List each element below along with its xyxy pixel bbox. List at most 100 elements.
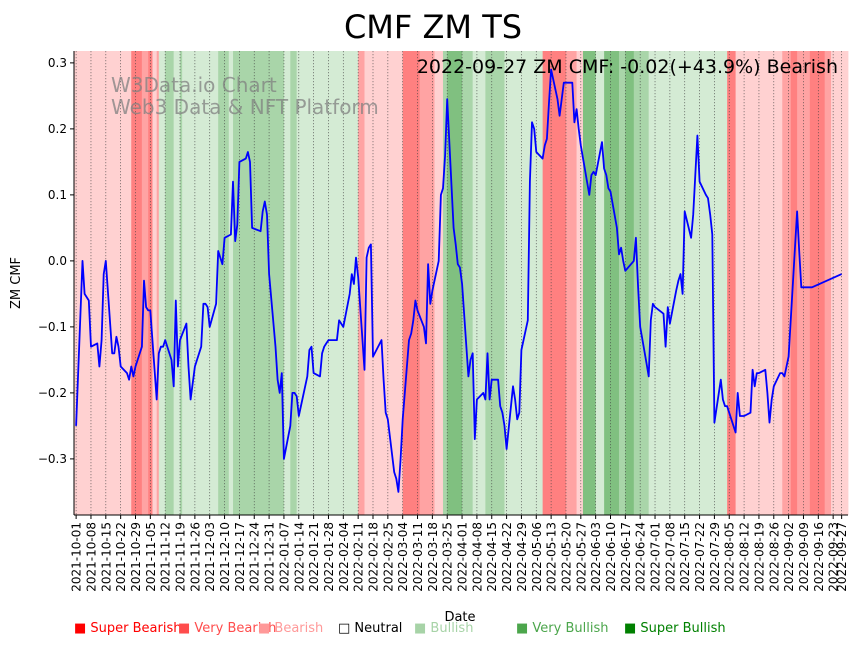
y-tick-label: −0.2 (38, 386, 67, 400)
x-tick-label: 2022-06-03 (589, 522, 603, 592)
region-very-bearish (358, 51, 365, 515)
status-annotation: 2022-09-27 ZM CMF: -0.02(+43.9%) Bearish (417, 56, 838, 78)
y-tick-label: 0.0 (48, 254, 67, 268)
region-super-bullish (582, 51, 597, 515)
legend-label: Super Bullish (640, 621, 726, 636)
region-very-bullish (180, 51, 183, 515)
x-tick-label: 2021-11-12 (159, 522, 173, 592)
legend-item: ■ Very Bullish (516, 621, 608, 636)
legend-item: □ Neutral (338, 621, 402, 636)
region-very-bearish (782, 51, 792, 515)
region-bullish (228, 51, 234, 515)
x-tick-label: 2022-01-28 (322, 522, 336, 592)
legend-marker: ■ (624, 621, 641, 636)
region-very-bullish (462, 51, 474, 515)
region-bullish (158, 51, 166, 515)
y-tick-label: −0.1 (38, 320, 67, 334)
x-tick-label: 2022-01-14 (292, 522, 306, 592)
x-axis-label: Date (444, 610, 475, 625)
region-very-bearish (824, 51, 832, 515)
x-tick-label: 2022-02-04 (337, 522, 351, 592)
x-tick-label: 2022-08-19 (752, 522, 766, 592)
region-super-bearish (790, 51, 798, 515)
state-regions (74, 51, 849, 515)
legend: ■ Super Bearish ■ Very Bearish ■ Bearish □ … (74, 621, 864, 639)
x-tick-label: 2022-03-25 (441, 522, 455, 592)
x-tick-label: 2022-02-18 (367, 522, 381, 592)
series-layer (75, 68, 842, 493)
x-tick-label: 2022-01-21 (307, 522, 321, 592)
region-super-bearish (402, 51, 421, 515)
x-tick-label: 2022-07-01 (649, 522, 663, 592)
x-tick-label: 2022-07-08 (663, 522, 677, 592)
x-tick-label: 2022-04-01 (456, 522, 470, 592)
legend-label: Very Bearish (194, 621, 277, 636)
x-tick-label: 2021-10-01 (70, 522, 84, 592)
x-tick-label: 2022-07-15 (678, 522, 692, 592)
series-line (75, 68, 842, 493)
x-tick-label: 2022-09-23 (827, 522, 841, 592)
legend-item: ■ Super Bearish (74, 621, 182, 636)
watermark-line-1: W3Data.io Chart (111, 73, 277, 97)
region-bearish (576, 51, 584, 515)
x-tick-label: 2022-04-22 (500, 522, 514, 592)
y-tick-label: 0.3 (48, 56, 67, 70)
legend-marker: ■ (258, 621, 275, 636)
watermark: W3Data.io Chart Web3 Data & NFT Platform (111, 73, 379, 119)
x-tick-label: 2021-11-26 (188, 522, 202, 592)
legend-label: Super Bearish (90, 621, 182, 636)
region-bearish (364, 51, 404, 515)
x-tick-label: 2022-02-11 (352, 522, 366, 592)
legend-label: Bearish (274, 621, 324, 636)
region-super-bearish (542, 51, 567, 515)
x-tick-label: 2022-03-18 (426, 522, 440, 592)
x-tick-label: 2021-12-10 (218, 522, 232, 592)
legend-label: Very Bullish (532, 621, 609, 636)
x-tick-label: 2022-08-12 (738, 522, 752, 592)
legend-item: ■ Bullish (414, 621, 473, 636)
x-tick-label: 2022-05-20 (560, 522, 574, 592)
x-tick-label: 2022-09-02 (782, 522, 796, 592)
x-tick-label: 2022-09-09 (797, 522, 811, 592)
x-tick-label: 2021-10-08 (85, 522, 99, 592)
region-bullish (182, 51, 219, 515)
x-tick-label: 2022-03-11 (411, 522, 425, 592)
x-tick-label: 2021-11-05 (144, 522, 158, 592)
x-tick-label: 2022-09-16 (812, 522, 826, 592)
region-very-bullish (618, 51, 626, 515)
region-very-bearish (565, 51, 577, 515)
region-very-bullish (633, 51, 650, 515)
region-very-bullish (165, 51, 175, 515)
x-tick-label: 2022-05-27 (574, 522, 588, 592)
x-tick-label: 2022-03-04 (396, 522, 410, 592)
x-tick-label: 2022-05-13 (545, 522, 559, 592)
legend-label: Bullish (430, 621, 474, 636)
region-very-bullish (233, 51, 285, 515)
x-tick-label: 2021-12-03 (203, 522, 217, 592)
x-tick-label: 2022-05-06 (530, 522, 544, 592)
x-tick-label: 2021-11-19 (174, 522, 188, 592)
region-bearish (831, 51, 849, 515)
x-tick-label: 2021-12-31 (263, 522, 277, 592)
x-tick-label: 2021-12-17 (233, 522, 247, 592)
x-tick-label: 2022-08-05 (723, 522, 737, 592)
y-tick-label: 0.2 (48, 122, 67, 136)
chart-title: CMF ZM TS (344, 8, 522, 46)
vertical-grid (75, 51, 842, 515)
y-tick-label: −0.3 (38, 452, 67, 466)
x-tick-label: 2021-10-22 (114, 522, 128, 592)
region-bullish (648, 51, 658, 515)
x-tick-label: 2021-10-29 (129, 522, 143, 592)
x-tick-label: 2022-08-26 (767, 522, 781, 592)
region-very-bullish (218, 51, 230, 515)
region-bullish (595, 51, 605, 515)
region-very-bullish (290, 51, 298, 515)
region-bullish (657, 51, 728, 515)
x-tick-label: 2022-04-08 (470, 522, 484, 592)
legend-item: ■ Very Bearish (178, 621, 276, 636)
region-super-bearish (131, 51, 143, 515)
legend-marker: ■ (74, 621, 91, 636)
y-tick-label: 0.1 (48, 188, 67, 202)
